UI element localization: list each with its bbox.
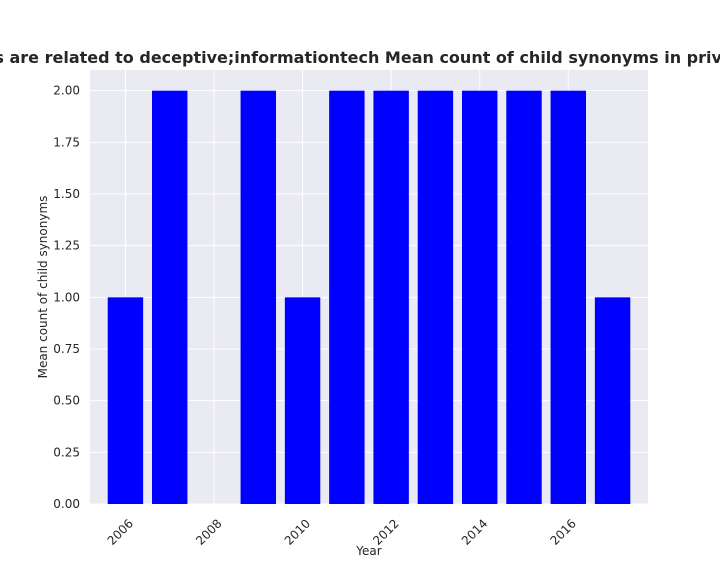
- bar-2011: [329, 90, 365, 505]
- x-tick-label: 2008: [193, 516, 224, 547]
- y-tick-label: 0.50: [53, 394, 80, 408]
- y-axis-label: Mean count of child synonyms: [36, 196, 50, 379]
- bars: [107, 90, 631, 505]
- bar-2014: [462, 90, 498, 505]
- y-tick-label: 1.75: [53, 135, 80, 149]
- bar-2012: [373, 90, 409, 505]
- y-tick-label: 2.00: [53, 84, 80, 98]
- bar-2010: [284, 297, 321, 504]
- y-tick-labels: 0.00 0.25 0.50 0.75 1.00 1.25 1.50 1.75 2.00: [53, 84, 80, 511]
- y-tick-label: 0.25: [53, 445, 80, 459]
- bar-2013: [417, 90, 454, 505]
- x-tick-label: 2010: [282, 516, 313, 547]
- y-tick-label: 0.75: [53, 342, 80, 356]
- bar-2015: [506, 90, 542, 505]
- bar-2006: [107, 297, 144, 504]
- x-axis-label: Year: [355, 544, 381, 558]
- bar-2009: [240, 90, 276, 505]
- x-tick-label: 2006: [105, 516, 136, 547]
- y-tick-label: 0.00: [53, 497, 80, 511]
- chart-title: egories are related to deceptive;informa…: [0, 48, 720, 67]
- bar-2016: [550, 90, 586, 505]
- x-tick-label: 2016: [547, 516, 578, 547]
- y-tick-label: 1.00: [53, 290, 80, 304]
- y-tick-label: 1.25: [53, 239, 80, 253]
- bar-2007: [152, 90, 188, 505]
- y-tick-label: 1.50: [53, 187, 80, 201]
- bar-2017: [594, 297, 631, 504]
- x-tick-label: 2014: [459, 516, 490, 547]
- x-tick-labels: 2006 2008 2010 2012 2014 2016: [105, 516, 579, 547]
